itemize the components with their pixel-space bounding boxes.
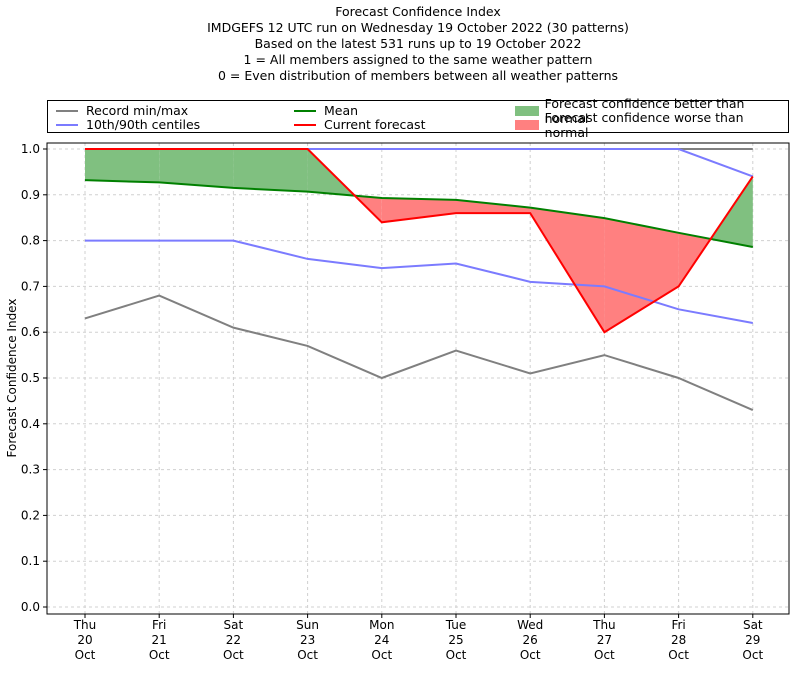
x-tick-label: 24 [374,633,389,647]
chart-subtitle-2: Based on the latest 531 runs up to 19 Oc… [254,36,582,51]
x-tick-label: 23 [300,633,315,647]
legend: Record min/max 10th/90th centiles Mean C… [47,96,789,140]
legend-item-record: Record min/max [56,103,188,118]
x-tick-label: Thu [73,618,97,632]
y-axis-label: Forecast Confidence Index [5,299,19,458]
fill-better-than-normal [233,149,308,192]
legend-label-centiles: 10th/90th centiles [86,117,201,132]
y-tick-label: 0.8 [21,234,40,248]
series-lines [84,148,754,411]
y-tick-label: 1.0 [21,142,40,156]
legend-item-worse: Forecast confidence worse than normal [515,110,788,140]
x-tick-label: Oct [223,648,244,662]
x-tick-label: 20 [77,633,92,647]
x-tick-label: Oct [371,648,392,662]
fill-worse-than-normal [456,199,531,214]
chart-subtitle-1: IMDGEFS 12 UTC run on Wednesday 19 Octob… [207,20,629,35]
x-tick-label: Mon [369,618,394,632]
x-tick-label: Thu [592,618,616,632]
legend-item-better: Forecast confidence better than normal [515,96,788,126]
series-line-current-forecast [85,148,754,334]
series-line-10th-centile [85,239,753,325]
y-tick-label: 0.5 [21,371,40,385]
y-tick-label: 0.4 [21,417,40,431]
legend-label-worse: Forecast confidence worse than normal [544,109,744,140]
y-tick-label: 0.6 [21,325,40,339]
x-tick-label: Oct [668,648,689,662]
legend-swatch-current [294,123,316,126]
x-tick-label: Oct [149,648,170,662]
x-tick-label: Oct [297,648,318,662]
chart-title: Forecast Confidence Index [335,4,501,19]
chart-title-block: Forecast Confidence Index IMDGEFS 12 UTC… [0,4,800,84]
x-tick-label: 26 [523,633,538,647]
legend-label-mean: Mean [324,103,359,118]
fill-better-than-normal [85,149,160,183]
x-tick-label: 29 [745,633,760,647]
series-line-record-min [84,294,754,411]
x-tick-label: Fri [671,618,685,632]
y-tick-label: 0.9 [21,188,40,202]
x-tick-label: 28 [671,633,686,647]
legend-label-record: Record min/max [86,103,189,118]
chart-subtitle-4: 0 = Even distribution of members between… [217,68,619,83]
y-tick-label: 0.3 [21,463,40,477]
x-tick-label: Sat [224,618,244,632]
chart-subtitle-3: 1 = All members assigned to the same wea… [243,52,593,67]
fill-better-than-normal [159,149,234,188]
x-tick-label: 25 [448,633,463,647]
x-tick-label: Sat [743,618,763,632]
legend-swatch-record [56,109,78,112]
x-tick-label: Oct [594,648,615,662]
legend-label-better: Forecast confidence better than normal [544,95,745,126]
legend-item-mean: Mean [294,103,358,118]
x-tick-label: Fri [152,618,166,632]
legend-item-centiles: 10th/90th centiles [56,117,200,132]
y-tick-label: 0.1 [21,554,40,568]
x-tick-label: Oct [446,648,467,662]
x-tick-label: 27 [597,633,612,647]
legend-swatch-better [515,105,539,116]
y-ticks: 0.0 0.1 0.2 0.3 0.4 0.5 0.6 0.7 0.8 0.9 1.0 [21,142,47,614]
fill-worse-than-normal [604,218,679,333]
legend-swatch-worse [515,119,539,130]
legend-swatch-mean [294,109,316,112]
legend-item-current: Current forecast [294,117,425,132]
fill-worse-than-normal [381,198,456,223]
y-tick-label: 0.0 [21,600,40,614]
x-tick-label: Oct [75,648,96,662]
x-ticks: Thu20OctFri21OctSat22OctSun23OctMon24Oct… [73,614,763,662]
series-line-mean [84,179,753,248]
y-tick-label: 0.7 [21,279,40,293]
y-tick-label: 0.2 [21,508,40,522]
x-tick-label: Sun [296,618,319,632]
legend-swatch-centiles [56,123,78,126]
x-tick-label: Wed [517,618,543,632]
x-tick-label: Oct [742,648,763,662]
x-tick-label: Tue [445,618,467,632]
x-tick-label: 22 [226,633,241,647]
legend-label-current: Current forecast [324,117,426,132]
x-tick-label: Oct [520,648,541,662]
fill-better-than-normal [710,176,753,248]
x-tick-label: 21 [152,633,167,647]
